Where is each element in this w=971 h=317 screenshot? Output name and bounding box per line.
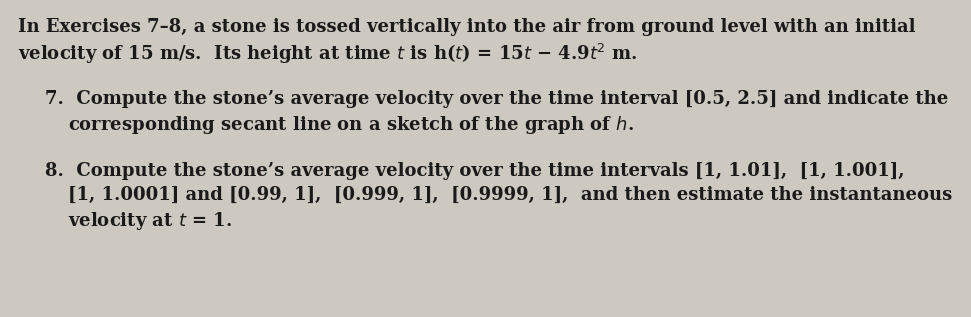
Text: velocity of 15 m/s.  Its height at time $t$ is h($t$) = 15$t$ − 4.9$t$$^2$ m.: velocity of 15 m/s. Its height at time $… [18, 42, 637, 66]
Text: corresponding secant line on a sketch of the graph of $h$.: corresponding secant line on a sketch of… [68, 114, 634, 136]
Text: velocity at $t$ = 1.: velocity at $t$ = 1. [68, 210, 232, 232]
Text: [1, 1.0001] and [0.99, 1],  [0.999, 1],  [0.9999, 1],  and then estimate the ins: [1, 1.0001] and [0.99, 1], [0.999, 1], [… [68, 186, 953, 204]
Text: 8.  Compute the stone’s average velocity over the time intervals [1, 1.01],  [1,: 8. Compute the stone’s average velocity … [45, 162, 905, 180]
Text: 7.  Compute the stone’s average velocity over the time interval [0.5, 2.5] and i: 7. Compute the stone’s average velocity … [45, 90, 949, 108]
Text: In Exercises 7–8, a stone is tossed vertically into the air from ground level wi: In Exercises 7–8, a stone is tossed vert… [18, 18, 916, 36]
